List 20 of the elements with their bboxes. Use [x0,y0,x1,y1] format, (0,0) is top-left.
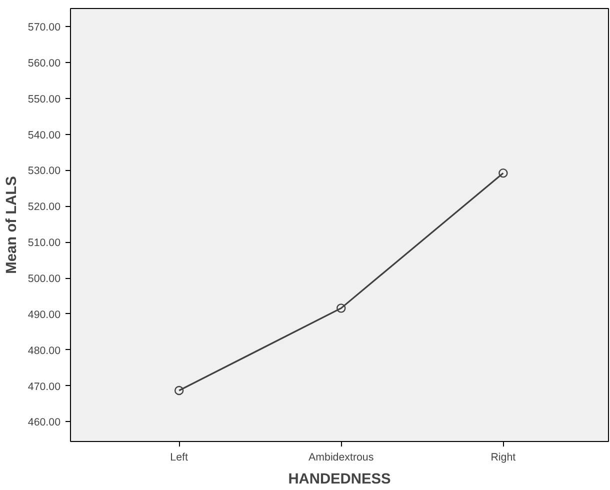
y-tick-label: 540.00 [28,129,61,142]
y-tick-label: 520.00 [28,201,61,214]
x-tick-label: Left [170,452,188,464]
point [336,304,346,313]
y-tick-label: 560.00 [28,57,61,70]
x-tick-label: Ambidextrous [308,452,374,464]
y-tick-label: 460.00 [28,416,61,429]
point [498,168,508,178]
x-tick-label: Right [490,452,516,464]
y-tick-label: 550.00 [28,93,61,106]
x-axis-title: HANDEDNESS [288,472,392,488]
y-tick-label: 470.00 [28,380,61,393]
y-tick-label: 570.00 [28,21,61,34]
y-tick-label: 510.00 [28,237,61,250]
y-tick-label: 480.00 [28,344,61,357]
y-tick-label: 490.00 [28,308,61,321]
y-axis-title: Mean of LALS [4,176,20,274]
point [174,386,184,396]
y-tick-label: 500.00 [28,273,61,285]
y-tick-label: 530.00 [28,165,61,178]
